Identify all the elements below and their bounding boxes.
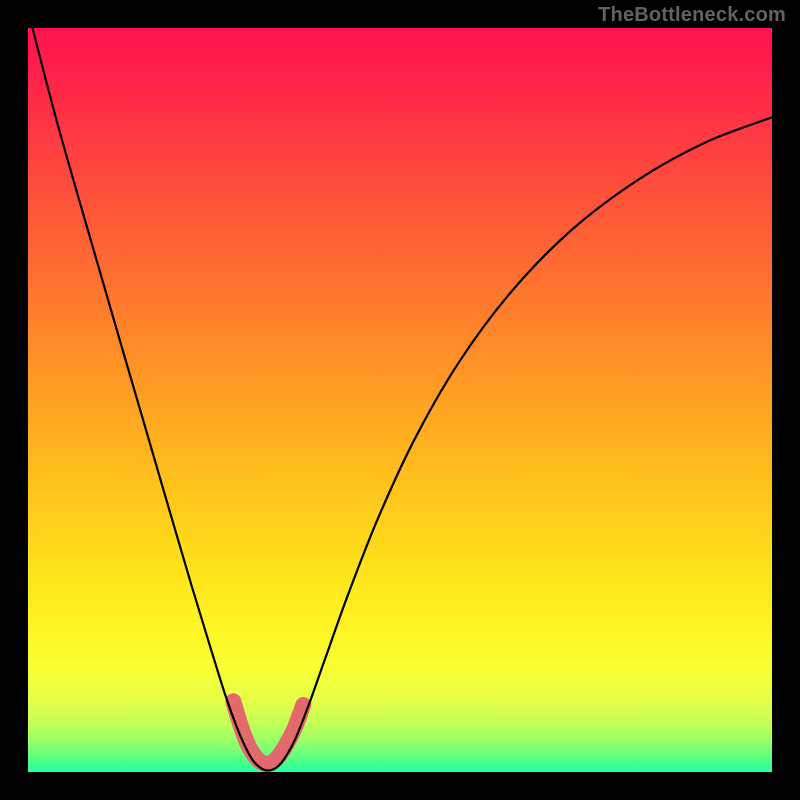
chart-frame: TheBottleneck.com: [0, 0, 800, 800]
chart-svg: [28, 28, 772, 772]
watermark-text: TheBottleneck.com: [598, 4, 786, 27]
plot-area: [28, 28, 772, 772]
plot-background: [28, 28, 772, 772]
